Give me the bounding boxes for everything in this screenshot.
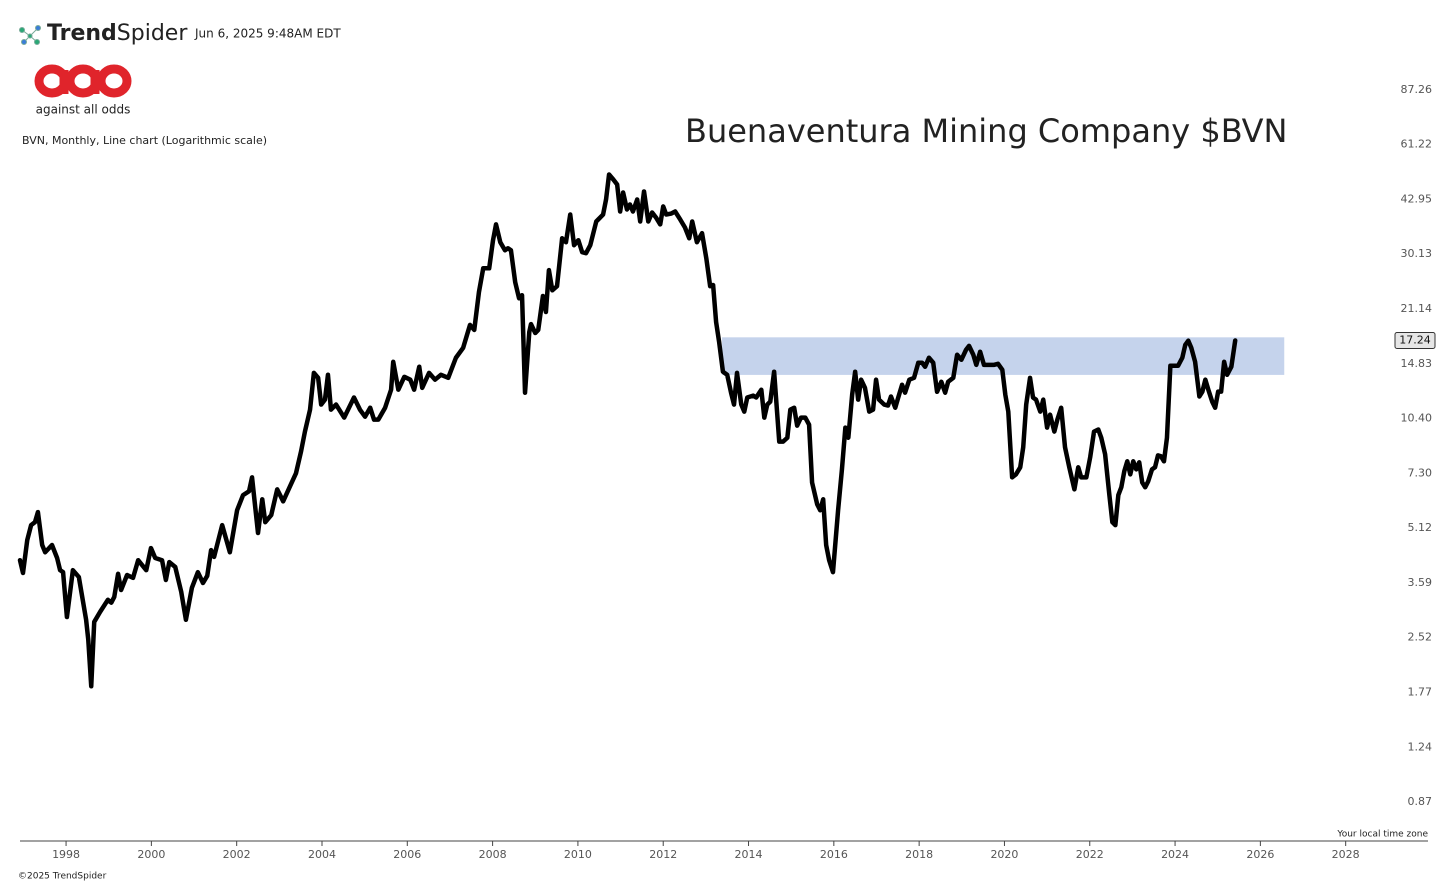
- x-tick-label: 2000: [137, 848, 165, 861]
- y-tick-label: 1.77: [1408, 685, 1433, 698]
- y-tick-label: 7.30: [1408, 466, 1433, 479]
- logo-tagline: against all odds: [36, 103, 131, 117]
- y-tick-label: 5.12: [1408, 521, 1433, 534]
- y-tick-label: 1.24: [1408, 740, 1433, 753]
- last-price-label: 17.24: [1399, 334, 1431, 347]
- price-line: [17, 172, 1238, 689]
- y-tick-label: 3.59: [1408, 576, 1433, 589]
- timezone-note: Your local time zone: [1336, 830, 1428, 840]
- x-tick-label: 2018: [905, 848, 933, 861]
- y-tick-label: 87.26: [1401, 83, 1433, 96]
- x-tick-label: 2014: [735, 848, 763, 861]
- x-tick-label: 2022: [1076, 848, 1104, 861]
- x-tick-label: 2012: [649, 848, 677, 861]
- y-tick-label: 30.13: [1401, 247, 1433, 260]
- x-tick-label: 2004: [308, 848, 336, 861]
- y-tick-label: 42.95: [1401, 192, 1433, 205]
- x-tick-label: 2010: [564, 848, 592, 861]
- y-tick-label: 10.40: [1401, 412, 1433, 425]
- brand: TrendSpider: [47, 21, 188, 46]
- chart-title: Buenaventura Mining Company $BVN: [685, 112, 1287, 150]
- timestamp: Jun 6, 2025 9:48AM EDT: [194, 27, 341, 41]
- x-tick-label: 2026: [1246, 848, 1274, 861]
- y-tick-label: 61.22: [1401, 138, 1433, 151]
- x-tick-label: 2006: [393, 848, 421, 861]
- brand-light: Spider: [117, 21, 189, 46]
- last-price-box: [1394, 332, 1436, 350]
- y-tick-label: 2.52: [1408, 631, 1433, 644]
- y-tick-label: 21.14: [1401, 302, 1433, 315]
- x-tick-label: 2008: [479, 848, 507, 861]
- x-tick-label: 1998: [52, 848, 80, 861]
- aao-logo: [34, 64, 132, 98]
- y-tick-label: 14.83: [1401, 357, 1433, 370]
- chart-subtitle: BVN, Monthly, Line chart (Logarithmic sc…: [22, 134, 267, 147]
- trendspider-icon: [19, 25, 41, 45]
- x-tick-label: 2020: [990, 848, 1018, 861]
- x-tick-label: 2016: [820, 848, 848, 861]
- x-tick-label: 2002: [223, 848, 251, 861]
- y-tick-label: 0.87: [1408, 795, 1433, 808]
- x-tick-label: 2028: [1332, 848, 1360, 861]
- brand-bold: Trend: [47, 21, 117, 46]
- x-tick-label: 2024: [1161, 848, 1189, 861]
- footer: ©2025 TrendSpider: [18, 872, 107, 882]
